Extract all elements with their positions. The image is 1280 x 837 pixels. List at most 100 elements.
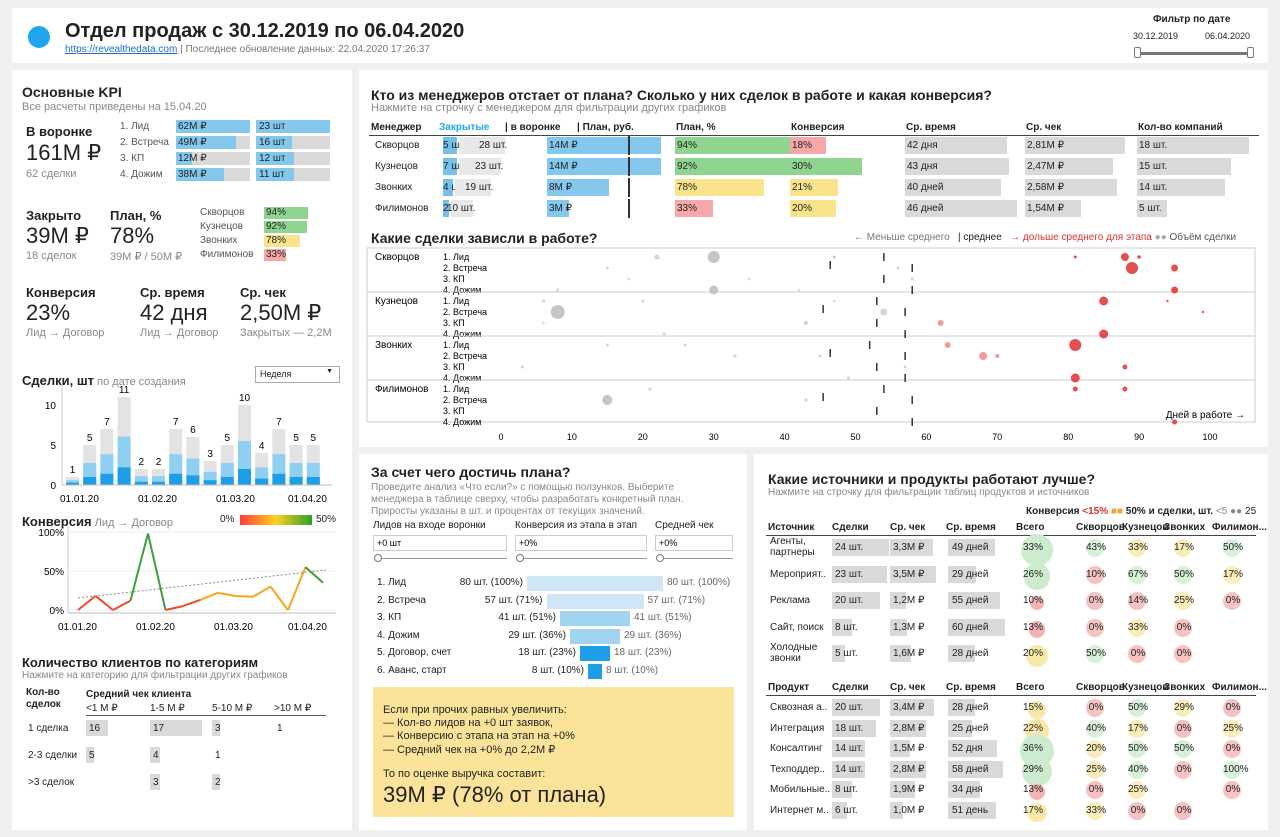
mgr-row-name[interactable]: Кузнецов [375,161,418,172]
mgr-plan-target [628,157,630,176]
check-slider-handle[interactable] [656,554,664,562]
row-name[interactable]: Холодные звонки [770,642,818,664]
manager-conv: 0% [1225,743,1241,754]
conversion-line [165,605,184,611]
deal-dot [1201,310,1205,314]
table-header: Источник [768,522,815,533]
check-input[interactable] [655,535,733,551]
funnel-current: 8 шт. (10%) [531,664,584,676]
row-name[interactable]: Техподдер.. [770,763,825,775]
manager-circle [1223,592,1241,610]
bar-in-progress [152,476,165,485]
manager-pct-bar [264,235,300,247]
mgr-header: Ср. время [906,122,956,133]
slider-handle-left[interactable] [1134,47,1141,58]
clients-cell[interactable]: 17 [153,723,165,734]
header-panel: Отдел продаж с 30.12.2019 по 06.04.2020 … [12,8,1268,63]
check: 2,8M ₽ [893,763,925,775]
stage-count-bar [256,120,330,133]
mgr-companies: 18 шт. [1139,140,1168,151]
mgr-header: | в воронке [505,122,561,133]
mgr-conv-bar [790,200,836,217]
conversion-line [147,533,167,611]
mgr-row-name[interactable]: Звонких [375,182,413,193]
table-header: Всего [1016,522,1045,533]
site-link[interactable]: https://revealthedata.com [65,44,178,55]
row-name[interactable]: Агенты, партнеры [770,536,815,558]
clients-col-header: <1 М ₽ [86,703,118,714]
date-to: 06.04.2020 [1205,31,1251,41]
funnel-label: В воронке [26,124,93,139]
check-slider[interactable] [659,558,733,559]
leads-input[interactable] [373,535,507,551]
stage-label: 3. КП [443,274,465,284]
legend-size: Объём сделки [1169,232,1237,243]
slider-handle-right[interactable] [1247,47,1254,58]
mgr-check: 2,81M ₽ [1027,140,1064,151]
clients-cell[interactable]: 3 [153,777,159,788]
mgr-closed: 4 шт. [443,182,466,193]
conversion-line [304,566,324,584]
row-name[interactable]: Сайт, поиск [770,621,824,633]
scale-min: 0% [220,514,235,525]
mgr-row-name[interactable]: Филимонов [375,203,429,214]
clients-cell-bar [86,720,108,736]
deal-dot [846,376,850,380]
time: 34 дня [952,784,983,795]
clients-cell[interactable]: 16 [89,723,101,734]
conversion-slider-handle[interactable] [516,554,524,562]
deal-dot [605,343,609,347]
deal-dot [995,354,1000,358]
table-header: Продукт [768,682,810,693]
check-bar [890,801,903,819]
clients-cell[interactable]: 5 [89,750,95,761]
date-range-slider[interactable] [1137,52,1251,55]
row-name[interactable]: Интеграция [770,722,825,734]
clients-head: Средний чек клиента [86,689,192,700]
row-name[interactable]: Мобильные.. [770,784,831,795]
mgr-conv-bar [790,179,838,196]
leads-slider[interactable] [377,558,507,559]
period-select[interactable]: Неделя ▼ [255,366,340,383]
clients-row-label[interactable]: >3 сделок [28,777,75,788]
clients-cell[interactable]: 2 [215,777,221,788]
mgr-time: 40 дней [907,182,944,193]
stage-label: 2. Встреча [443,351,487,361]
legend-avg: | среднее [958,232,1002,243]
x-tick: 40 [780,432,790,442]
row-name[interactable]: Реклама [770,595,811,606]
table-header: Звонких [1164,682,1206,693]
manager-conv: 67% [1128,568,1149,580]
legend-dots-icon: ●● [1230,506,1243,517]
manager-pct: 33% [266,249,287,260]
clients-row-label[interactable]: 2-3 сделки [28,750,78,761]
clients-cell[interactable]: 1 [215,750,221,761]
row-name[interactable]: Мероприят.. [770,568,827,580]
deal-dot [707,251,720,263]
table-header-line [766,535,1256,536]
row-name[interactable]: Интернет м.. [770,804,829,816]
bar-value-label: 11 [119,385,130,396]
conversion-line [182,598,201,608]
row-name[interactable]: Сквозная а.. [770,702,828,713]
deal-dot [662,332,666,336]
manager-circle [1174,539,1192,557]
mgr-time: 46 дней [907,203,944,214]
row-name[interactable]: Консалтинг [770,743,823,754]
time-bar [948,719,972,737]
clients-row-label[interactable]: 1 сделка [28,723,69,734]
manager-conv: 17% [1223,568,1244,580]
conv-chart-title: Конверсия [22,514,92,529]
mgr-row-name[interactable]: Скворцов [375,140,420,151]
legend-more: → дольше среднего для этапа [1010,232,1152,243]
mgr-check: 2,58M ₽ [1027,182,1064,193]
conversion-slider[interactable] [519,558,647,559]
clients-cell[interactable]: 3 [215,723,221,734]
bar-value-label: 3 [207,449,213,460]
managers-panel: Кто из менеджеров отстает от плана? Скол… [359,70,1268,447]
leads-slider-handle[interactable] [374,554,382,562]
clients-cell[interactable]: 1 [277,723,283,734]
clients-cell[interactable]: 4 [153,750,159,761]
conversion-input[interactable] [515,535,647,551]
mgr-plan-bar [547,200,569,217]
